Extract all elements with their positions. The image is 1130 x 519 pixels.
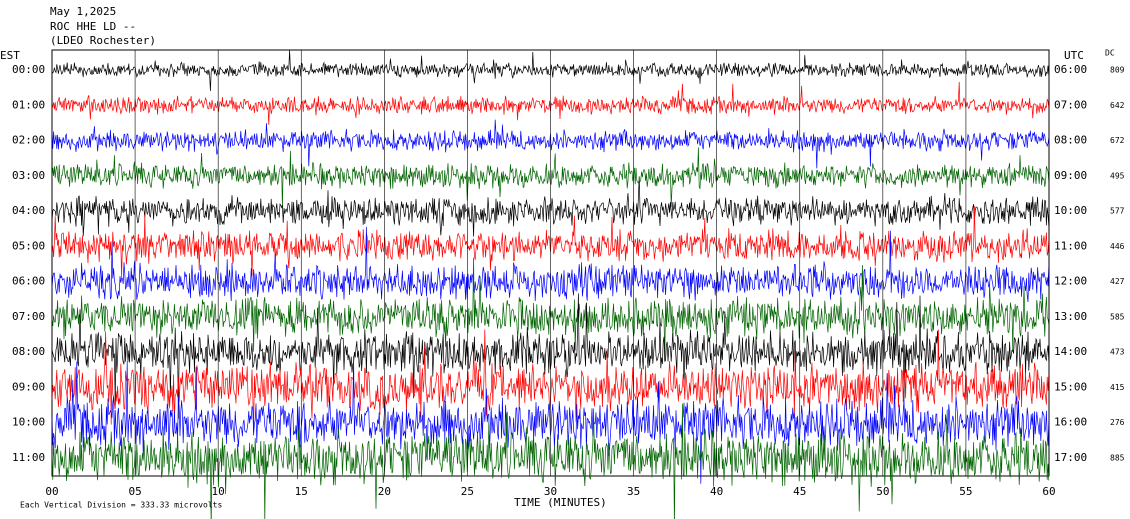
utc-label: 14:00: [1054, 345, 1087, 358]
x-tick-label: 15: [295, 485, 308, 498]
left-zone: EST: [0, 49, 20, 62]
utc-label: 13:00: [1054, 310, 1087, 323]
dc-value: 577: [1110, 207, 1125, 216]
utc-label: 15:00: [1054, 380, 1087, 393]
est-label: 02:00: [12, 134, 45, 147]
dc-value: 427: [1110, 277, 1125, 286]
x-tick-label: 20: [378, 485, 391, 498]
utc-label: 06:00: [1054, 63, 1087, 76]
x-tick-label: 05: [128, 485, 141, 498]
right-zone: UTC: [1064, 49, 1084, 62]
x-tick-label: 55: [959, 485, 972, 498]
x-title: TIME (MINUTES): [514, 496, 607, 509]
utc-label: 17:00: [1054, 451, 1087, 464]
utc-label: 10:00: [1054, 204, 1087, 217]
dc-value: 672: [1110, 136, 1125, 145]
x-tick-label: 30: [544, 485, 557, 498]
utc-label: 11:00: [1054, 239, 1087, 252]
dc-value: 276: [1110, 418, 1125, 427]
x-tick-label: 10: [212, 485, 225, 498]
est-label: 05:00: [12, 239, 45, 252]
dc-value: 585: [1110, 312, 1125, 321]
x-tick-label: 50: [876, 485, 889, 498]
est-label: 11:00: [12, 451, 45, 464]
x-tick-label: 25: [461, 485, 474, 498]
est-label: 04:00: [12, 204, 45, 217]
utc-label: 16:00: [1054, 416, 1087, 429]
dc-value: 446: [1110, 242, 1125, 251]
dc-value: 473: [1110, 348, 1125, 357]
est-label: 09:00: [12, 380, 45, 393]
est-label: 03:00: [12, 169, 45, 182]
x-tick-label: 45: [793, 485, 806, 498]
dc-value: 885: [1110, 454, 1125, 463]
est-label: 08:00: [12, 345, 45, 358]
footer: Each Vertical Division = 333.33 microvol…: [20, 501, 222, 510]
est-label: 10:00: [12, 416, 45, 429]
est-label: 00:00: [12, 63, 45, 76]
site: (LDEO Rochester): [50, 34, 156, 47]
utc-label: 09:00: [1054, 169, 1087, 182]
x-tick-label: 35: [627, 485, 640, 498]
utc-label: 07:00: [1054, 98, 1087, 111]
date: May 1,2025: [50, 5, 116, 18]
utc-label: 12:00: [1054, 275, 1087, 288]
x-tick-label: 60: [1042, 485, 1055, 498]
est-label: 06:00: [12, 275, 45, 288]
est-label: 01:00: [12, 98, 45, 111]
x-tick-label: 00: [45, 485, 58, 498]
dc-value: 809: [1110, 66, 1125, 75]
station: ROC HHE LD --: [50, 20, 136, 33]
dc-value: 415: [1110, 383, 1125, 392]
x-tick-label: 40: [710, 485, 723, 498]
dc-value: 642: [1110, 101, 1125, 110]
utc-label: 08:00: [1054, 134, 1087, 147]
dc-value: 495: [1110, 171, 1125, 180]
dc-heading: DC: [1105, 49, 1115, 58]
est-label: 07:00: [12, 310, 45, 323]
